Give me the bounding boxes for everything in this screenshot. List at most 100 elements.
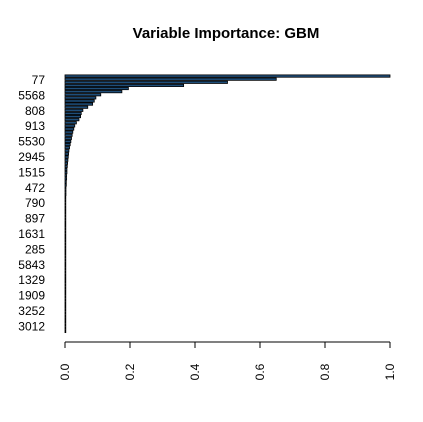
chart-title: Variable Importance: GBM <box>133 25 320 42</box>
importance-bar <box>64 283 67 287</box>
importance-bar <box>64 121 77 125</box>
importance-bar <box>64 214 67 218</box>
importance-bar <box>64 317 67 321</box>
importance-bar <box>64 111 82 116</box>
x-tick-label: 1.0 <box>383 363 397 380</box>
y-tick-label: 5568 <box>18 88 45 102</box>
importance-bar <box>64 167 68 172</box>
importance-bar <box>64 326 67 330</box>
y-tick-label: 1515 <box>18 165 45 179</box>
x-tick-label: 0.0 <box>58 363 72 380</box>
y-tick-label: 897 <box>25 212 45 226</box>
importance-bar <box>64 242 67 246</box>
importance-bar <box>64 93 102 97</box>
importance-bar <box>64 264 67 268</box>
importance-bar <box>64 161 68 165</box>
importance-bar <box>64 223 67 228</box>
importance-bar <box>64 127 75 131</box>
importance-bar <box>64 211 67 215</box>
importance-bar <box>64 105 89 109</box>
importance-bar <box>64 136 72 140</box>
y-tick-label: 1329 <box>18 273 45 287</box>
importance-bar <box>64 133 73 137</box>
importance-bar <box>64 189 67 193</box>
importance-bar <box>64 195 67 200</box>
importance-bar <box>64 245 67 249</box>
y-tick-label: 808 <box>25 104 45 118</box>
importance-bar <box>64 186 67 190</box>
y-tick-label: 1909 <box>18 289 45 303</box>
importance-bar <box>64 248 67 253</box>
importance-bar <box>64 227 67 231</box>
y-tick-label: 790 <box>25 196 45 210</box>
importance-bar <box>64 258 67 262</box>
x-tick-label: 0.6 <box>253 363 267 380</box>
importance-bar <box>64 292 67 296</box>
importance-bar <box>64 301 67 305</box>
importance-bar <box>64 217 67 221</box>
importance-bar <box>64 164 68 168</box>
importance-bar <box>64 114 82 119</box>
y-tick-label: 913 <box>25 119 45 133</box>
x-tick-label: 0.8 <box>318 363 332 380</box>
importance-bar <box>64 202 67 206</box>
y-tick-label: 472 <box>25 181 45 195</box>
importance-bar <box>64 192 67 196</box>
importance-bar <box>64 146 70 150</box>
importance-bar <box>64 158 69 162</box>
x-axis: 0.0 0.2 0.4 0.6 0.8 1.0 <box>58 341 397 380</box>
importance-bar <box>64 130 74 134</box>
importance-bar <box>64 83 185 87</box>
importance-bar <box>64 239 67 243</box>
bars <box>64 74 391 334</box>
importance-bar <box>64 180 67 184</box>
importance-bar <box>64 139 72 144</box>
y-tick-label: 285 <box>25 242 45 256</box>
y-tick-label: 1631 <box>18 227 45 241</box>
importance-bar <box>64 96 97 100</box>
importance-bar <box>64 276 67 281</box>
x-tick-label: 0.4 <box>188 363 202 380</box>
importance-bar <box>64 90 123 94</box>
importance-bar <box>64 286 67 290</box>
importance-bar <box>64 143 71 147</box>
x-tick-label: 0.2 <box>123 363 137 380</box>
y-tick-label: 5530 <box>18 135 45 149</box>
importance-bar <box>64 177 68 181</box>
importance-bar <box>64 323 67 327</box>
y-tick-label: 2945 <box>18 150 45 164</box>
y-tick-label: 5843 <box>18 258 45 272</box>
importance-bar <box>64 152 69 156</box>
importance-bar <box>64 267 67 271</box>
importance-bar <box>64 220 67 225</box>
importance-bar <box>64 208 67 212</box>
y-tick-label: 3012 <box>18 319 45 333</box>
importance-bar <box>64 171 68 175</box>
importance-bar <box>64 233 67 237</box>
importance-bar <box>64 108 84 112</box>
importance-bar <box>64 273 67 277</box>
importance-bar <box>64 311 67 315</box>
importance-bar <box>64 255 67 259</box>
importance-bar <box>64 124 76 128</box>
importance-bar <box>64 298 67 302</box>
importance-bar <box>64 289 67 293</box>
importance-bar <box>64 118 80 122</box>
importance-bar <box>64 149 70 153</box>
importance-bar <box>64 174 68 178</box>
importance-bar <box>64 304 67 309</box>
importance-bar <box>64 314 67 318</box>
importance-bar <box>64 236 67 240</box>
importance-bar <box>64 155 69 159</box>
importance-bar <box>64 77 277 81</box>
importance-bar <box>64 329 67 334</box>
importance-bar <box>64 205 67 209</box>
importance-bar <box>64 74 391 78</box>
importance-bar <box>64 270 67 274</box>
importance-bar <box>64 199 67 203</box>
importance-bar <box>64 230 67 234</box>
importance-bar <box>64 86 129 91</box>
importance-bar <box>64 261 67 265</box>
